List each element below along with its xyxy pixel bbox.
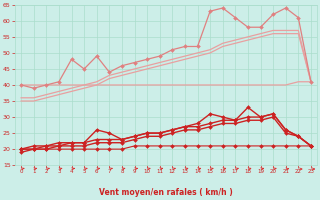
- X-axis label: Vent moyen/en rafales ( km/h ): Vent moyen/en rafales ( km/h ): [99, 188, 233, 197]
